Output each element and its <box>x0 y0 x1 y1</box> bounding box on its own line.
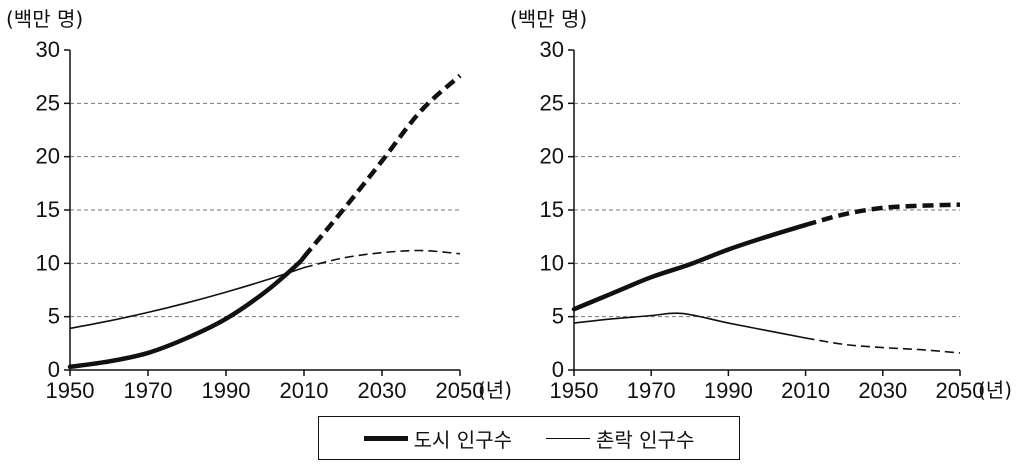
x-tick-label: 1970 <box>124 378 173 403</box>
y-tick-label: 15 <box>540 197 564 222</box>
y-axis-unit-label: (백만 명) <box>510 7 587 31</box>
y-tick-label: 10 <box>540 250 564 275</box>
x-tick-label: 2030 <box>858 378 907 403</box>
y-tick-label: 25 <box>540 90 564 115</box>
x-tick-label: 2010 <box>280 378 329 403</box>
y-tick-label: 15 <box>36 197 60 222</box>
legend-item-rural: 촌락 인구수 <box>546 424 694 453</box>
y-tick-label: 25 <box>36 90 60 115</box>
x-tick-label: 2030 <box>358 378 407 403</box>
y-tick-label: 20 <box>36 144 60 169</box>
series-line-rural-actual <box>69 266 305 330</box>
x-tick-label: 1950 <box>46 378 95 403</box>
legend-label-urban: 도시 인구수 <box>413 427 512 452</box>
legend-swatch-urban <box>363 435 408 441</box>
x-tick-label: 1970 <box>627 378 676 403</box>
series-line-rural-projected <box>303 249 461 269</box>
chart-2: 0 5 10 15 20 25 30 1950 1970 1990 2010 2030 2050 (백만 … <box>510 7 1012 403</box>
y-tick-label: 0 <box>48 357 60 382</box>
series-line-urban-actual <box>571 222 808 312</box>
legend-label-rural: 촌락 인구수 <box>596 427 695 452</box>
x-tick-label: 2050 <box>436 378 485 403</box>
x-tick-label: 1990 <box>704 378 753 403</box>
x-tick-label: 2050 <box>936 378 985 403</box>
y-tick-label: 30 <box>36 37 60 62</box>
y-tick-label: 0 <box>552 357 564 382</box>
x-axis-unit-label: (년) <box>978 378 1012 402</box>
y-tick-label: 30 <box>540 37 564 62</box>
y-tick-label: 5 <box>552 304 564 329</box>
y-axis-unit-label: (백만 명) <box>6 7 83 31</box>
legend-item-urban: 도시 인구수 <box>363 424 512 453</box>
series-line-urban-projected <box>302 73 462 259</box>
legend-swatch-rural <box>546 437 590 439</box>
chart-1: 0 5 10 15 20 25 30 1950 1970 1990 2010 2030 2050 (백만 … <box>6 7 512 403</box>
series-line-urban-actual <box>67 254 307 370</box>
series-line-rural-projected <box>805 337 961 354</box>
x-axis-unit-label: (년) <box>478 378 512 402</box>
y-tick-label: 10 <box>36 250 60 275</box>
y-tick-label: 20 <box>540 144 564 169</box>
x-tick-label: 1950 <box>550 378 599 403</box>
x-tick-label: 1990 <box>202 378 251 403</box>
series-line-rural-actual <box>573 312 807 339</box>
series-line-urban-projected <box>805 202 961 228</box>
y-tick-label: 5 <box>48 304 60 329</box>
x-tick-label: 2010 <box>781 378 830 403</box>
legend: 도시 인구수 촌락 인구수 <box>318 416 740 460</box>
